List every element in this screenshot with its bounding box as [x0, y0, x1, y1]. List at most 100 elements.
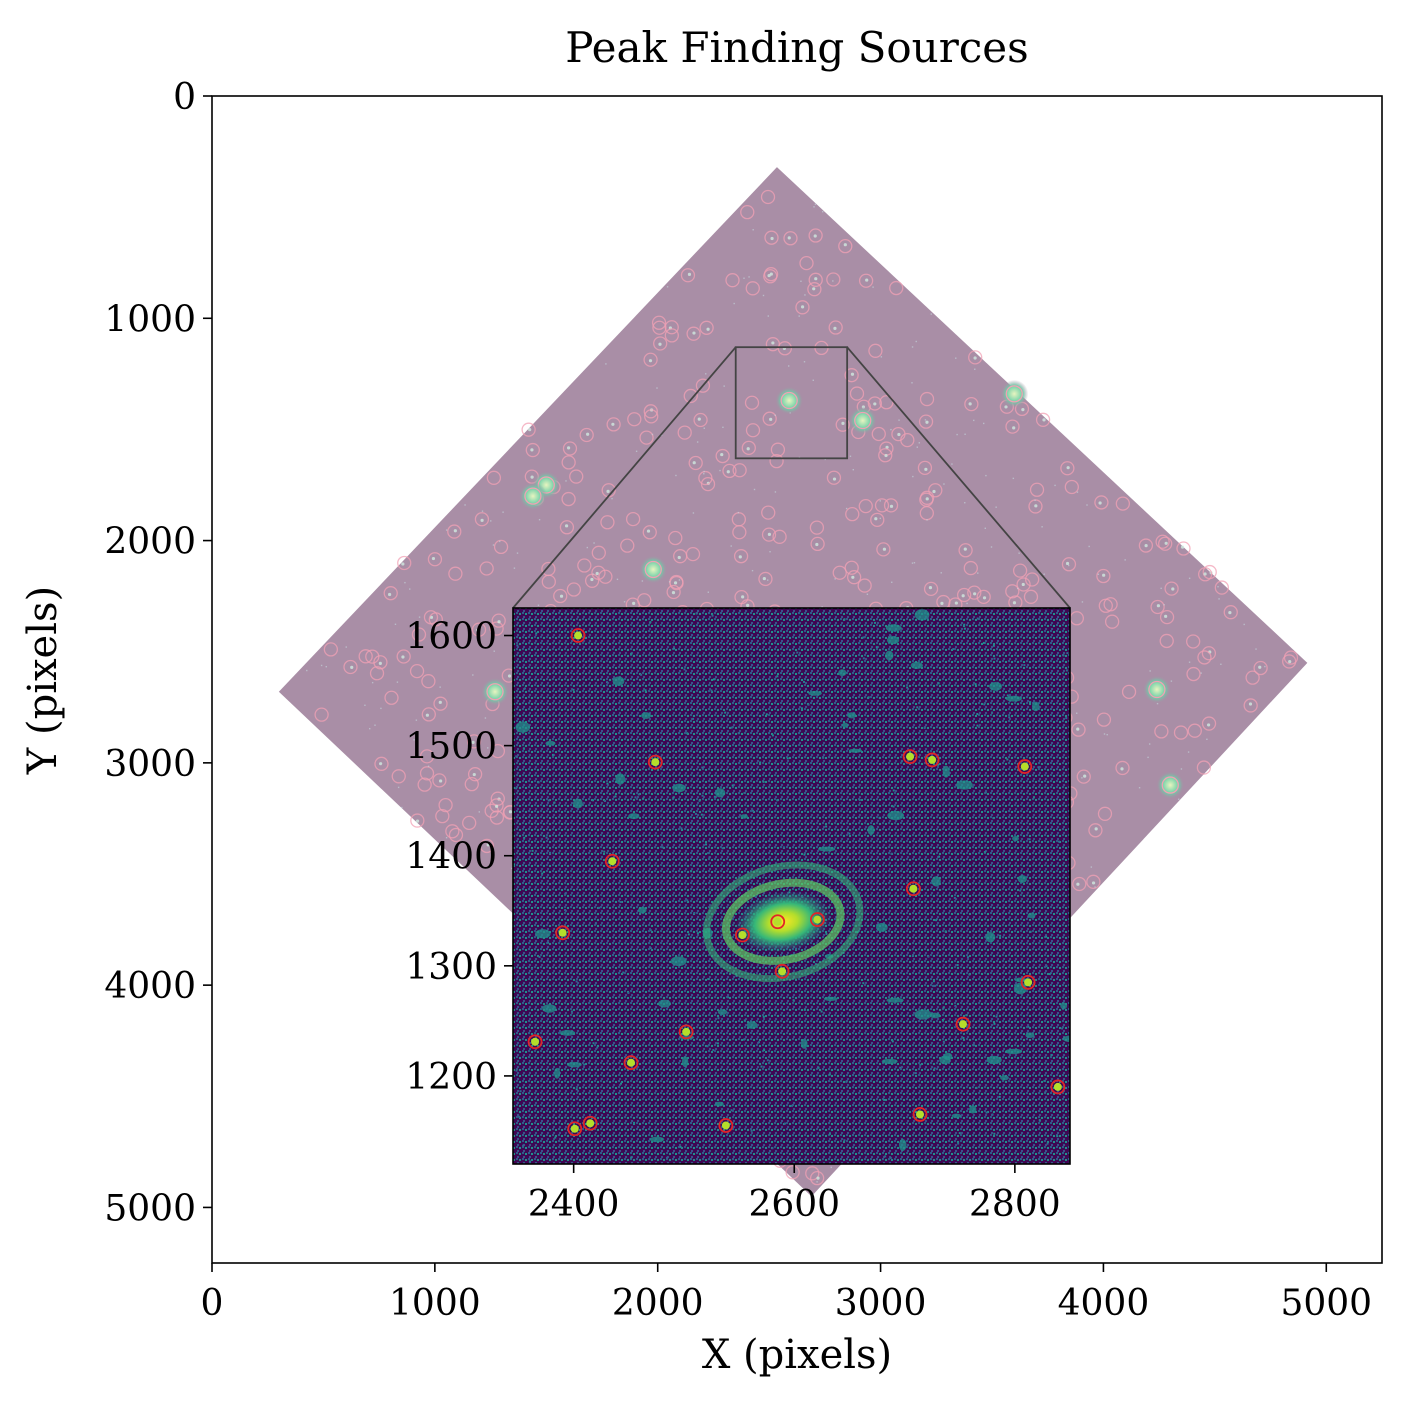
inset-noise: [642, 797, 645, 800]
y-tick-label: 2000: [104, 522, 196, 563]
source-marker: [493, 539, 509, 555]
source-marker: [559, 520, 575, 535]
source-marker: [732, 463, 747, 478]
source-marker: [858, 498, 873, 514]
inset-noise: [968, 973, 971, 976]
source-marker: [883, 498, 899, 513]
source-marker: [489, 798, 504, 813]
source-marker: [734, 589, 749, 605]
source-dot: [692, 331, 696, 335]
noise-speck: [964, 433, 966, 435]
source-marker: [383, 586, 398, 601]
noise-speck: [306, 669, 308, 672]
noise-speck: [1206, 738, 1208, 740]
noise-speck: [1034, 499, 1036, 501]
source-marker: [627, 412, 642, 427]
source-marker: [620, 538, 635, 553]
source-marker: [562, 441, 578, 456]
noise-speck: [943, 483, 945, 485]
source-marker: [828, 320, 843, 335]
source-marker: [1164, 581, 1179, 596]
noise-speck: [723, 385, 725, 387]
source-marker: [680, 268, 696, 283]
source-marker: [868, 343, 883, 358]
inset-noise: [575, 980, 578, 983]
source-dot: [741, 595, 745, 599]
noise-speck: [380, 707, 382, 710]
noise-speck: [656, 387, 658, 389]
inset-noise: [591, 799, 594, 802]
inset-noise: [1065, 669, 1068, 672]
noise-speck: [912, 475, 914, 478]
noise-speck: [493, 650, 495, 652]
inset-noise: [553, 801, 556, 804]
source-dot: [530, 475, 534, 479]
source-marker: [844, 368, 859, 383]
noise-speck: [490, 520, 492, 522]
inset-noise: [974, 683, 977, 686]
noise-speck: [1188, 661, 1191, 663]
inset-noise: [564, 892, 567, 895]
bright-source-marker: [644, 560, 662, 579]
inset-noise: [976, 712, 979, 715]
faint-feature: [985, 932, 996, 943]
source-marker: [432, 773, 447, 788]
inset-noise: [914, 1072, 917, 1075]
inset-noise: [963, 627, 966, 630]
noise-speck: [472, 674, 474, 676]
source-marker: [606, 417, 621, 432]
inset-noise: [1006, 758, 1009, 761]
faint-feature: [931, 876, 941, 887]
source-dot: [566, 446, 571, 450]
inset-noise: [982, 641, 985, 644]
faint-feature: [567, 1061, 582, 1068]
source-marker: [323, 642, 339, 657]
bright-source-marker: [486, 683, 504, 701]
inset-noise: [754, 896, 757, 899]
source-marker: [715, 448, 730, 464]
inset-noise: [673, 647, 676, 650]
inset-noise: [726, 996, 729, 999]
source-marker: [479, 838, 495, 854]
inset-noise: [724, 711, 727, 714]
noise-speck: [737, 511, 740, 514]
source-marker: [924, 752, 940, 768]
noise-speck: [1076, 712, 1078, 714]
source-marker: [844, 560, 859, 575]
inset-noise: [942, 1006, 945, 1009]
source-marker: [419, 766, 435, 781]
noise-speck: [982, 422, 985, 425]
inset-noise: [803, 1008, 806, 1011]
inset-noise: [630, 1156, 633, 1159]
source-marker: [761, 527, 777, 542]
faint-feature: [885, 650, 894, 661]
inset-noise: [1005, 1076, 1008, 1079]
inset-noise: [875, 646, 878, 649]
source-marker: [666, 584, 681, 600]
inset-noise: [829, 997, 832, 1000]
inset-noise: [1019, 889, 1022, 892]
source-dot: [431, 556, 436, 561]
inset-noise: [547, 941, 550, 944]
inset-noise: [752, 809, 755, 812]
noise-speck: [635, 450, 638, 453]
source-marker: [770, 442, 786, 457]
source-marker: [1158, 536, 1173, 551]
inset-noise: [825, 825, 828, 828]
galaxy-outer-arm: [703, 861, 864, 983]
inset-noise: [1061, 1027, 1064, 1030]
source-core: [574, 631, 583, 640]
source-dot: [1171, 587, 1175, 591]
faint-feature: [1062, 1035, 1070, 1043]
source-marker: [891, 426, 906, 442]
inset-noise: [701, 766, 704, 769]
source-dot: [982, 596, 987, 600]
inset-noise: [786, 757, 789, 760]
source-marker: [391, 769, 406, 784]
noise-speck: [592, 573, 594, 575]
noise-speck: [821, 606, 823, 608]
noise-speck: [798, 315, 800, 317]
inset-noise: [721, 847, 724, 850]
inset-noise: [516, 644, 519, 647]
noise-speck: [753, 488, 756, 491]
